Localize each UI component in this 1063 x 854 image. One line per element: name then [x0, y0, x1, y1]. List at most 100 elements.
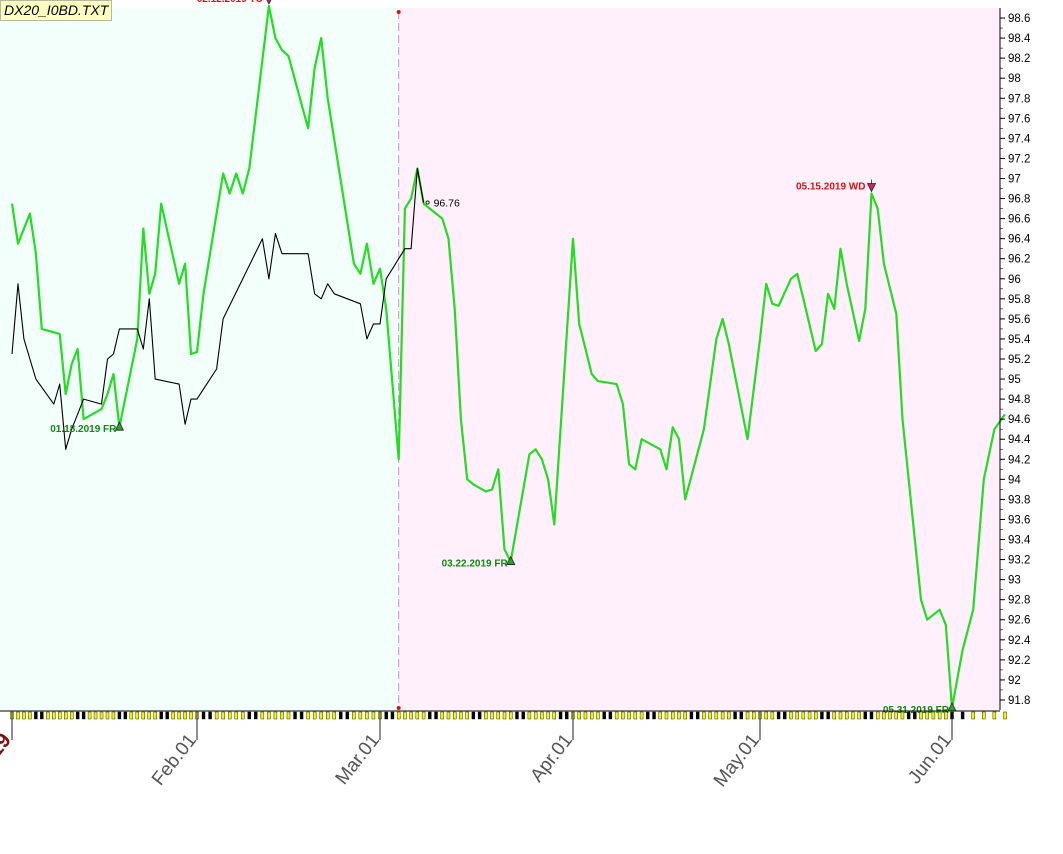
x-day-tick-13	[87, 711, 92, 720]
x-day-tick-53	[339, 711, 343, 720]
x-tick-label-0: 2019	[0, 729, 16, 780]
x-day-tick-97	[614, 711, 619, 720]
y-tick-label-34: 98.6	[1008, 13, 1030, 25]
x-day-tick-98	[621, 711, 625, 720]
trough-label-2: 03.22.2019 FR	[442, 559, 509, 570]
left-region-background	[0, 8, 399, 710]
y-tick-label-6: 93	[1008, 575, 1021, 587]
x-day-tick-140	[882, 711, 886, 720]
x-day-tick-27	[171, 711, 175, 720]
trough-label-4: 05.31.2019 FR	[883, 705, 950, 716]
x-day-tick-70	[446, 711, 451, 720]
x-day-tick-128	[807, 711, 812, 720]
x-day-tick-21	[135, 711, 140, 720]
x-day-tick-64	[409, 711, 413, 720]
x-day-tick-147	[925, 711, 929, 720]
x-day-tick-119	[752, 711, 756, 720]
x-day-tick-78	[496, 711, 500, 720]
x-day-tick-73	[465, 711, 469, 720]
x-day-tick-149	[937, 711, 942, 720]
x-day-tick-24	[153, 711, 157, 720]
x-day-tick-75	[477, 711, 482, 720]
y-tick-label-14: 94.6	[1008, 414, 1030, 426]
x-day-tick-10	[69, 711, 74, 720]
x-day-tick-58	[371, 711, 376, 720]
x-day-tick-135	[851, 711, 855, 720]
x-day-tick-143	[900, 711, 905, 720]
x-day-tick-109	[689, 711, 694, 720]
x-day-tick-19	[123, 711, 128, 720]
x-day-tick-48	[306, 711, 310, 720]
x-day-tick-11	[75, 711, 80, 720]
x-day-tick-15	[99, 711, 104, 720]
y-tick-label-19: 95.6	[1008, 314, 1030, 326]
x-day-tick-104	[658, 711, 662, 720]
x-day-tick-100	[633, 711, 638, 720]
x-day-tick-132	[832, 711, 837, 720]
y-tick-label-2: 92.2	[1008, 655, 1030, 667]
x-day-tick-20	[129, 711, 134, 720]
x-day-tick-131	[826, 711, 830, 720]
x-day-tick-38	[241, 711, 245, 720]
peak-marker-3	[866, 183, 877, 193]
peak-label-0: 02.12.2019 TU	[197, 0, 263, 5]
y-tick-label-16: 95	[1008, 374, 1021, 386]
x-day-tick-30	[189, 711, 193, 720]
x-day-tick-49	[312, 711, 317, 720]
x-day-tick-4	[34, 711, 38, 720]
x-day-tick-91	[577, 711, 581, 720]
last-value-label: 96.76	[434, 198, 460, 210]
x-day-tick-62	[396, 711, 401, 720]
x-day-tick-8	[58, 711, 62, 720]
right-region-background	[398, 8, 1000, 710]
x-day-tick-32	[201, 711, 206, 720]
y-tick-label-4: 92.6	[1008, 615, 1030, 627]
x-day-tick-96	[608, 711, 613, 720]
x-day-tick-16	[105, 711, 110, 720]
y-tick-label-5: 92.8	[1008, 595, 1030, 607]
x-day-tick-116	[733, 711, 737, 720]
y-tick-label-21: 96	[1008, 274, 1021, 286]
y-tick-label-24: 96.6	[1008, 214, 1030, 226]
x-day-tick-46	[293, 711, 297, 720]
y-tick-label-7: 93.2	[1008, 555, 1030, 567]
x-day-tick-71	[453, 711, 457, 720]
x-day-tick-110	[695, 711, 700, 720]
x-day-tick-154	[982, 711, 986, 720]
x-day-tick-121	[764, 711, 768, 720]
x-day-tick-138	[869, 711, 874, 720]
x-day-tick-5	[40, 711, 44, 720]
x-day-tick-69	[440, 711, 444, 720]
x-day-tick-7	[52, 711, 56, 720]
x-tick-label-2: Mar.01	[332, 730, 384, 789]
x-day-tick-134	[845, 711, 849, 720]
x-day-tick-28	[177, 711, 181, 720]
x-day-tick-99	[627, 711, 631, 720]
x-day-tick-155	[992, 711, 997, 720]
x-day-tick-3	[28, 711, 32, 720]
y-tick-label-33: 98.4	[1008, 33, 1031, 45]
x-day-tick-127	[801, 711, 806, 720]
trough-label-1: 01.18.2019 FR	[50, 424, 117, 435]
x-day-tick-77	[490, 711, 494, 720]
x-day-tick-50	[319, 711, 323, 720]
y-tick-label-0: 91.8	[1008, 695, 1030, 707]
y-tick-label-8: 93.4	[1008, 535, 1031, 547]
x-day-tick-82	[521, 711, 525, 720]
x-day-tick-88	[558, 711, 563, 720]
x-day-tick-76	[484, 711, 488, 720]
divider-dot-top	[396, 10, 401, 14]
x-day-tick-83	[527, 711, 532, 720]
x-day-tick-51	[326, 711, 330, 720]
x-day-tick-118	[745, 711, 750, 720]
y-tick-label-9: 93.6	[1008, 514, 1030, 526]
x-day-tick-44	[280, 711, 284, 720]
y-tick-label-11: 94	[1008, 474, 1021, 486]
x-day-tick-93	[590, 711, 594, 720]
x-day-tick-68	[434, 711, 438, 720]
y-tick-label-25: 96.8	[1008, 194, 1030, 206]
x-day-tick-137	[863, 711, 867, 720]
y-tick-label-26: 97	[1008, 173, 1021, 185]
x-day-tick-67	[428, 711, 432, 720]
